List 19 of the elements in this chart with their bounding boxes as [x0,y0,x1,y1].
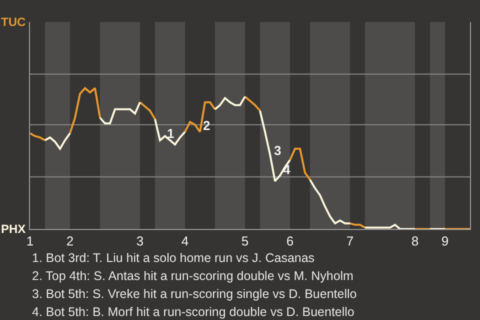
x-tick-label: 4 [181,234,189,249]
text: 2. Top 4th: S. Antas hit a run-scoring double vs M. Nyholm [32,269,354,283]
text: 1. Bot 3rd: T. Liu hit a solo home run vs J. Casanas [32,251,315,265]
text: PHX [1,222,26,236]
text: 3. Bot 5th: S. Vreke hit a run-scoring single vs D. Buentello [32,287,357,301]
x-tick-label: 5 [241,234,249,249]
x-tick-label: 7 [346,234,354,249]
x-tick-label: 6 [286,234,294,249]
annotation: 2 [203,118,210,133]
x-tick-label: 9 [441,234,449,249]
text: TUC [1,15,26,29]
x-tick-label: 2 [66,234,74,249]
annotation: 3 [274,143,282,158]
x-tick-label: 1 [26,234,34,249]
text: 4. Bot 5th: B. Morf hit a run-scoring double vs D. Buentello [32,305,354,319]
annotation: 1 [167,126,174,141]
x-tick-label: 3 [136,234,144,249]
x-tick-label: 8 [411,234,419,249]
annotation: 4 [283,162,291,177]
